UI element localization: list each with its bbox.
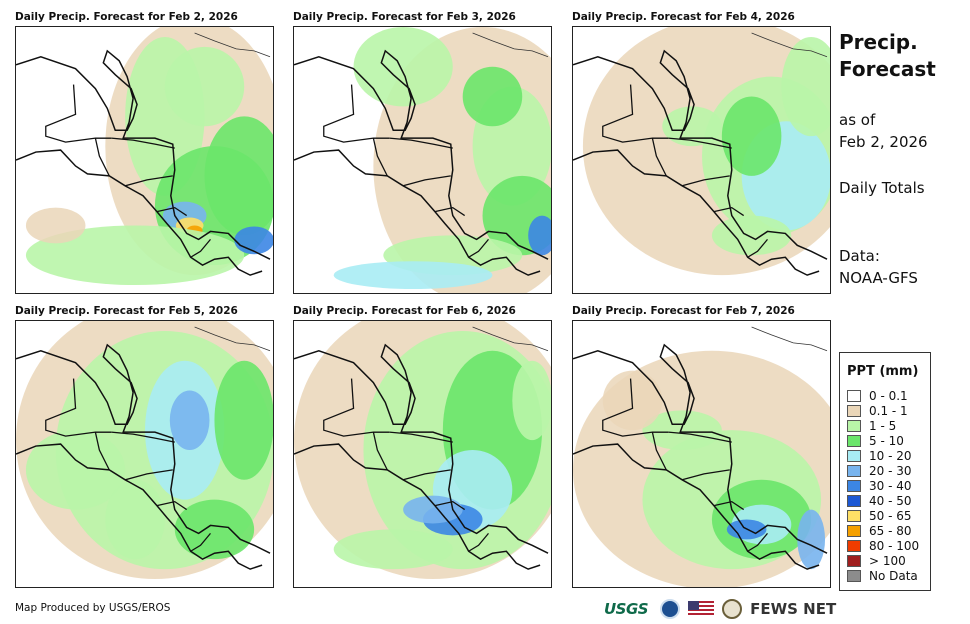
panel-title-1: Daily Precip. Forecast for Feb 2, 2026 [15, 11, 238, 23]
legend-item: 0 - 0.1 [847, 389, 908, 403]
legend-swatch [847, 480, 861, 492]
legend-item: 40 - 50 [847, 494, 912, 508]
legend-label: 5 - 10 [869, 434, 904, 448]
logo-bar: USGS FEWS NET [604, 597, 836, 621]
data-label: Data: [839, 247, 880, 265]
legend-label: 80 - 100 [869, 539, 920, 553]
legend-item: 0.1 - 1 [847, 404, 908, 418]
legend-label: 10 - 20 [869, 449, 912, 463]
legend-item: 1 - 5 [847, 419, 896, 433]
panel-title-4: Daily Precip. Forecast for Feb 5, 2026 [15, 305, 238, 317]
legend-item: 20 - 30 [847, 464, 912, 478]
legend-item: No Data [847, 569, 918, 583]
panel-title-2: Daily Precip. Forecast for Feb 3, 2026 [293, 11, 516, 23]
legend-label: 0 - 0.1 [869, 389, 908, 403]
fews-net-logo: FEWS NET [750, 600, 837, 618]
precip-legend: PPT (mm) 0 - 0.1 0.1 - 1 1 - 5 5 - 10 10… [839, 352, 931, 591]
legend-swatch [847, 450, 861, 462]
daily-totals-label: Daily Totals [839, 179, 925, 197]
info-block: Precip. Forecast [839, 29, 936, 83]
legend-label: No Data [869, 569, 918, 583]
data-source: NOAA-GFS [839, 269, 918, 287]
legend-item: 30 - 40 [847, 479, 912, 493]
legend-item: 5 - 10 [847, 434, 904, 448]
legend-label: > 100 [869, 554, 906, 568]
legend-item: 80 - 100 [847, 539, 919, 553]
legend-label: 30 - 40 [869, 479, 912, 493]
legend-title: PPT (mm) [847, 364, 919, 379]
asof-date: Feb 2, 2026 [839, 133, 928, 151]
panel-title-6: Daily Precip. Forecast for Feb 7, 2026 [572, 305, 795, 317]
legend-item: 50 - 65 [847, 509, 912, 523]
legend-swatch [847, 555, 861, 567]
legend-label: 1 - 5 [869, 419, 897, 433]
map-panel-3 [572, 26, 831, 294]
map-panel-4 [15, 320, 274, 588]
legend-swatch [847, 495, 861, 507]
legend-item: 10 - 20 [847, 449, 912, 463]
info-title-line1: Precip. [839, 30, 918, 54]
map-panel-2 [293, 26, 552, 294]
panel-title-5: Daily Precip. Forecast for Feb 6, 2026 [293, 305, 516, 317]
legend-swatch [847, 540, 861, 552]
legend-swatch [847, 390, 861, 402]
noaa-logo-icon [660, 599, 681, 619]
legend-swatch [847, 570, 861, 582]
map-panel-1 [15, 26, 274, 294]
legend-label: 50 - 65 [869, 509, 912, 523]
us-flag-icon [688, 601, 715, 617]
usgs-logo: USGS [604, 600, 649, 618]
legend-swatch [847, 510, 861, 522]
legend-swatch [847, 420, 861, 432]
map-panel-5 [293, 320, 552, 588]
panel-title-3: Daily Precip. Forecast for Feb 4, 2026 [572, 11, 795, 23]
asof-label: as of [839, 111, 876, 129]
legend-item: 65 - 80 [847, 524, 912, 538]
legend-label: 20 - 30 [869, 464, 912, 478]
state-dept-seal-icon [722, 599, 743, 619]
legend-swatch [847, 465, 861, 477]
map-panel-6 [572, 320, 831, 588]
legend-swatch [847, 405, 861, 417]
map-credit: Map Produced by USGS/EROS [15, 602, 171, 614]
legend-label: 40 - 50 [869, 494, 912, 508]
legend-swatch [847, 435, 861, 447]
info-title-line2: Forecast [839, 57, 936, 81]
legend-item: > 100 [847, 554, 906, 568]
legend-label: 0.1 - 1 [869, 404, 908, 418]
legend-label: 65 - 80 [869, 524, 912, 538]
legend-swatch [847, 525, 861, 537]
